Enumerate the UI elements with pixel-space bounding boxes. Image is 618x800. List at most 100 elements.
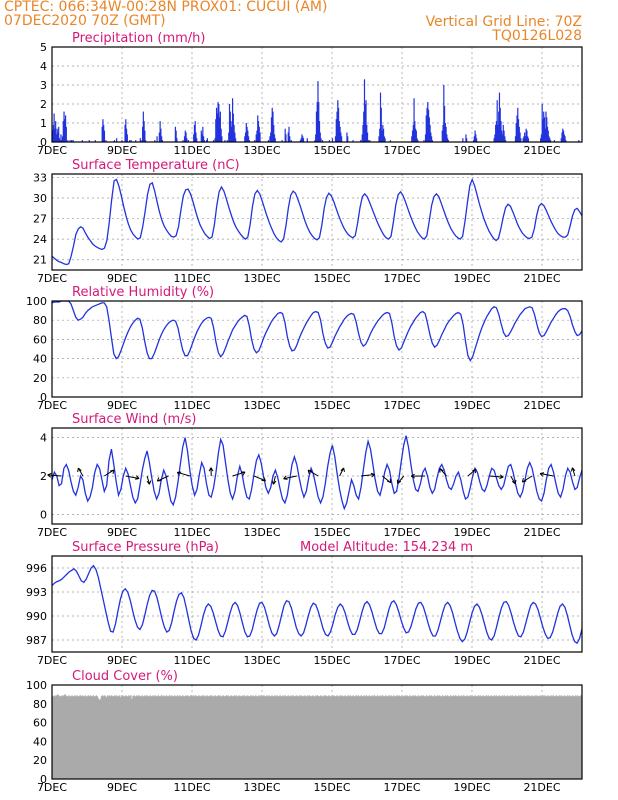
precip-bar xyxy=(494,134,496,142)
precip-bar xyxy=(214,138,216,142)
y-tick-label: 33 xyxy=(33,171,47,184)
cloud-bar xyxy=(452,696,454,779)
cloud-bar xyxy=(567,696,570,779)
y-tick-label: 80 xyxy=(33,314,47,327)
cloud-bar xyxy=(166,696,169,779)
wind-arrow xyxy=(571,467,576,477)
cloud-bar xyxy=(468,696,470,779)
rh-series-line xyxy=(51,300,583,362)
cloud-bar xyxy=(533,696,535,779)
cloud-bar xyxy=(460,696,462,779)
cloud-bar xyxy=(195,695,197,779)
x-tick-label: 15DEC xyxy=(313,654,350,667)
precip-bar xyxy=(426,107,428,142)
cloud-bar xyxy=(448,696,451,779)
cloud-bar xyxy=(351,696,353,779)
cloud-bar xyxy=(502,696,505,779)
cloud-bar xyxy=(546,696,548,779)
y-tick-label: 27 xyxy=(33,213,47,226)
cloud-bar xyxy=(525,696,527,779)
wind-arrow xyxy=(360,474,375,477)
cloud-bar xyxy=(464,696,466,779)
cloud-bar xyxy=(162,695,165,779)
cloud-bar xyxy=(149,695,151,779)
precip-bar xyxy=(526,130,528,142)
cloud-bar xyxy=(132,696,134,779)
cloud-bar xyxy=(336,695,338,779)
cloud-bar xyxy=(117,696,120,779)
precip-bar xyxy=(411,136,413,142)
x-tick-label: 15DEC xyxy=(313,399,350,412)
precip-bar xyxy=(274,138,276,142)
cloud-bar xyxy=(363,695,366,779)
wind-arrow-head xyxy=(176,471,182,476)
precip-bar xyxy=(65,126,67,142)
panel-frame xyxy=(51,555,583,653)
cloud-bar xyxy=(249,695,252,779)
cloud-bar xyxy=(396,695,398,779)
x-tick-label: 11DEC xyxy=(173,144,210,157)
cloud-bar xyxy=(372,696,375,779)
precip-bar xyxy=(547,130,549,142)
y-tick-label: 0 xyxy=(40,136,47,149)
cloud-bar xyxy=(347,695,349,779)
cloud-bar xyxy=(428,695,431,779)
cloud-bar xyxy=(321,696,323,779)
cloud-bar xyxy=(456,696,458,779)
precip-bar xyxy=(337,100,339,142)
precip-bar xyxy=(425,115,427,142)
y-tick-label: 990 xyxy=(26,610,47,623)
precip-bar xyxy=(186,138,188,142)
cloud-bar xyxy=(57,694,59,779)
x-tick-label: 7DEC xyxy=(37,654,67,667)
cloud-bar xyxy=(510,696,513,779)
cloud-bar xyxy=(490,695,493,779)
cloud-bar xyxy=(252,695,254,779)
precip-bar xyxy=(144,130,146,142)
cloud-bar xyxy=(561,696,564,779)
precip-bar xyxy=(234,132,236,142)
cloud-bar xyxy=(261,696,263,779)
wind-arrow-head xyxy=(240,471,246,476)
cloud-bar xyxy=(133,695,135,779)
precip-bar xyxy=(220,128,222,142)
cloud-bar xyxy=(415,696,417,779)
cloud-bar xyxy=(350,696,352,779)
cloud-bar xyxy=(67,696,69,779)
cloud-bar xyxy=(119,695,121,779)
y-tick-label: 100 xyxy=(26,679,47,692)
wind-series-line xyxy=(51,435,583,511)
precip-bar xyxy=(321,140,324,142)
cloud-bar xyxy=(327,696,329,779)
cloud-bar xyxy=(573,696,576,779)
cloud-bar xyxy=(290,695,293,779)
cloud-bar xyxy=(500,696,503,779)
cloud-bar xyxy=(145,696,147,779)
precip-bar xyxy=(52,124,54,142)
cloud-bar xyxy=(101,695,104,779)
cloud-bar xyxy=(521,696,523,779)
precip-bar xyxy=(258,126,260,142)
panel-title: Surface Wind (m/s) xyxy=(72,412,196,427)
cloud-bar xyxy=(408,696,410,779)
panel-frame xyxy=(51,173,583,271)
precip-bar xyxy=(424,134,427,142)
cloud-bar xyxy=(420,695,422,779)
cloud-bar xyxy=(461,695,463,779)
cloud-bar xyxy=(498,695,501,779)
cloud-bar xyxy=(95,695,98,779)
precip-bar xyxy=(194,121,196,142)
precip-bar xyxy=(364,104,366,142)
cloud-bar xyxy=(330,696,332,779)
cloud-bar xyxy=(242,696,245,779)
precip-bar xyxy=(285,134,287,142)
cloud-bar xyxy=(86,696,88,779)
cloud-bar xyxy=(108,695,111,779)
cloud-bar xyxy=(231,696,234,779)
cloud-bar xyxy=(558,695,561,779)
precip-bar xyxy=(219,111,221,142)
cloud-bar xyxy=(70,696,72,779)
cloud-bar xyxy=(492,696,495,779)
precip-bar xyxy=(417,140,419,142)
wind-arrow-head xyxy=(539,472,545,477)
